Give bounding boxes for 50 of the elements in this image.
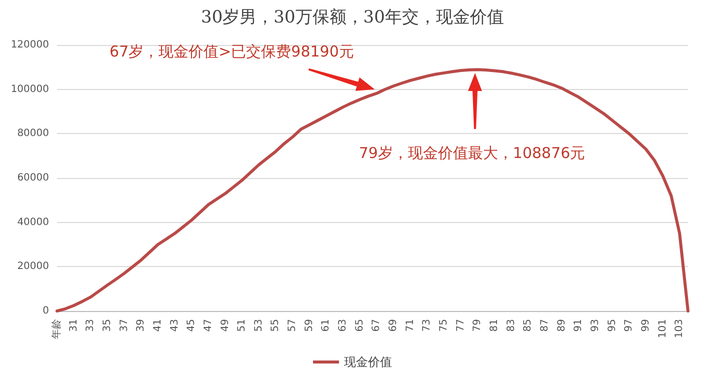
x-tick-label: 83 [506, 319, 517, 332]
x-tick-label: 53 [253, 319, 264, 332]
x-tick-label: 35 [102, 319, 113, 332]
x-tick-label: 37 [118, 319, 130, 332]
x-tick-label: 49 [220, 319, 231, 332]
x-tick-label: 39 [136, 319, 147, 332]
x-tick-label: 69 [388, 319, 400, 332]
y-tick-label: 0 [42, 306, 49, 316]
x-tick-label: 43 [169, 319, 180, 332]
x-tick-label: 65 [354, 319, 366, 332]
x-tick-label: 73 [422, 319, 433, 332]
annotation: 67岁，现金价值>已交保费98190元 [110, 42, 354, 60]
x-tick-label: 61 [320, 319, 332, 332]
x-tick-label: 95 [606, 319, 618, 332]
x-tick-label: 57 [287, 319, 298, 332]
line-series [56, 68, 690, 312]
y-tick-label: 100000 [10, 84, 49, 95]
y-tick-label: 20000 [17, 261, 49, 272]
x-tick-label: 81 [488, 319, 500, 332]
x-tick-label: 47 [202, 319, 214, 332]
x-tick-label: 85 [522, 319, 534, 332]
x-tick-label: 45 [186, 319, 198, 332]
x-tick-label: 91 [573, 319, 584, 332]
x-tick-label: 59 [304, 319, 315, 332]
x-tick-label: 87 [539, 319, 550, 332]
x-tick-label: 33 [85, 319, 96, 332]
x-tick-label: 103 [674, 319, 686, 338]
x-tick-label: 41 [152, 319, 164, 332]
x-tick-label: 63 [338, 319, 349, 332]
x-tick-label: 89 [556, 319, 568, 332]
x-tick-label: 75 [438, 319, 450, 332]
x-tick-label: 31 [68, 319, 80, 332]
x-tick-label: 51 [236, 319, 248, 332]
x-tick-label: 年龄 [50, 319, 62, 339]
x-tick-label: 55 [270, 319, 282, 332]
x-tick-label: 99 [640, 319, 652, 332]
x-tick-label: 97 [624, 319, 635, 332]
x-tick-label: 79 [472, 319, 484, 332]
x-tick-label: 77 [455, 319, 466, 332]
y-tick-label: 120000 [10, 40, 49, 50]
x-tick-label: 71 [404, 319, 416, 332]
x-tick-label: 101 [657, 319, 668, 338]
x-tick-label: 67 [371, 319, 382, 332]
annotation: 79岁，现金价值最大，108876元 [358, 144, 586, 162]
chart-title: 30岁男，30万保额，30年交，现金价值 [201, 8, 504, 28]
y-tick-label: 60000 [17, 172, 49, 184]
y-tick-label: 80000 [17, 128, 49, 140]
x-tick-label: 93 [590, 319, 601, 332]
legend-label: 现金价值 [344, 355, 392, 369]
y-tick-label: 40000 [17, 216, 49, 228]
